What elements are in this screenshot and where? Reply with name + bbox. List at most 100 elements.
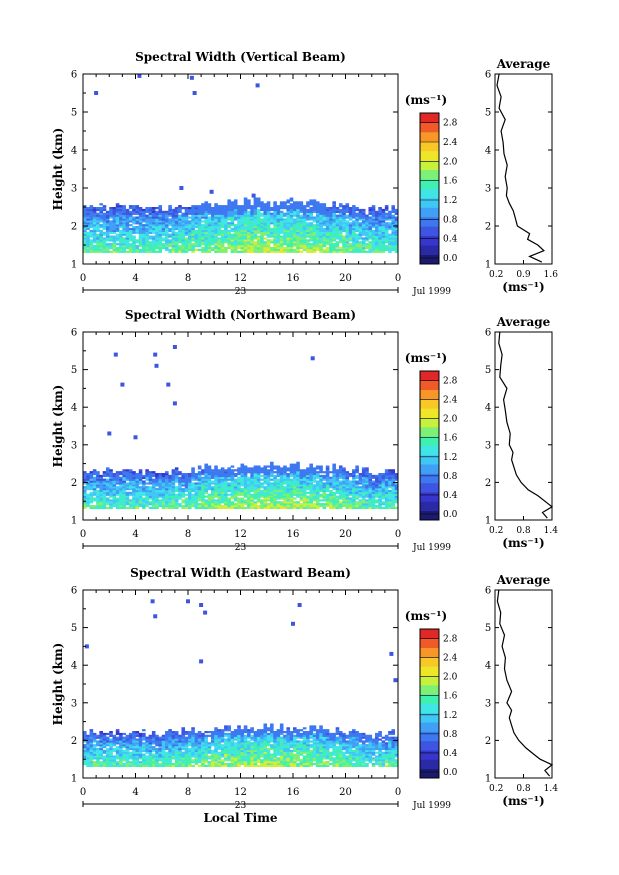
heatmap-cell — [115, 220, 120, 223]
heatmap-cell — [214, 467, 218, 470]
heatmap-cell — [135, 759, 140, 762]
heatmap-cell — [283, 214, 287, 217]
colorbar-swatch — [420, 207, 439, 218]
heatmap-cell — [115, 212, 120, 215]
heatmap-cell — [266, 476, 271, 479]
heatmap-cell — [388, 501, 392, 504]
heatmap-cell — [283, 480, 287, 483]
heatmap-cell — [302, 224, 307, 227]
heatmap-cell — [132, 732, 136, 736]
heatmap-cell — [243, 203, 248, 206]
heatmap-cell — [319, 486, 323, 489]
heatmap-cell — [247, 201, 251, 204]
heatmap-cell — [338, 227, 343, 231]
heatmap-cell — [165, 478, 169, 481]
heatmap-cell — [335, 471, 340, 474]
heatmap-cell — [151, 229, 156, 232]
heatmap-cell — [253, 503, 258, 506]
heatmap-cell — [105, 226, 110, 229]
heatmap-cell — [233, 231, 238, 234]
heatmap-cell — [332, 218, 336, 221]
heatmap-cell — [296, 250, 300, 253]
heatmap-cell — [161, 753, 166, 756]
heatmap-cell — [102, 231, 107, 234]
heatmap-cell — [128, 205, 133, 208]
heatmap-cell — [197, 227, 202, 231]
heatmap-cell — [168, 241, 172, 244]
heatmap-cell — [279, 495, 284, 498]
heatmap-cell — [115, 226, 120, 229]
heatmap-cell — [217, 478, 222, 481]
heatmap-cell — [115, 224, 120, 227]
heatmap-cell — [155, 749, 159, 752]
heatmap-cell — [210, 503, 215, 506]
heatmap-cell — [237, 222, 241, 225]
heatmap-cell — [296, 504, 300, 508]
heatmap-cell — [368, 224, 373, 227]
heatmap-cell — [171, 237, 176, 240]
heatmap-cell — [352, 471, 356, 474]
heatmap-cell — [138, 751, 143, 754]
heatmap-cell — [142, 241, 146, 244]
heatmap-cell — [109, 749, 113, 752]
heatmap-cell — [270, 218, 274, 221]
heatmap-cell — [171, 742, 176, 745]
y-tick-label: 3 — [71, 184, 77, 195]
heatmap-cell — [289, 473, 294, 476]
heatmap-cell — [105, 243, 110, 246]
heatmap-cell — [315, 506, 320, 510]
heatmap-cell — [286, 478, 291, 481]
heatmap-cell — [224, 210, 228, 213]
heatmap-cell — [256, 471, 261, 474]
heatmap-cell — [279, 207, 284, 210]
heatmap-cell — [184, 488, 189, 491]
heatmap-cell — [279, 214, 284, 217]
heatmap-cell — [299, 489, 304, 493]
heatmap-cell — [348, 504, 353, 508]
heatmap-cell — [342, 245, 346, 248]
heatmap-cell — [112, 482, 117, 485]
heatmap-cell — [99, 740, 103, 743]
heatmap-cell — [188, 473, 192, 476]
heatmap-cell — [188, 482, 192, 485]
heatmap-cell — [86, 220, 90, 223]
heatmap-cell — [151, 216, 156, 219]
heatmap-cell — [220, 231, 225, 234]
heatmap-cell — [151, 482, 156, 485]
heatmap-cell — [217, 216, 222, 219]
heatmap-cell — [132, 759, 136, 762]
heatmap-cell — [151, 746, 156, 749]
avg-y-tick-label: 4 — [485, 146, 491, 157]
heatmap-cell — [174, 504, 179, 508]
heatmap-cell — [279, 473, 284, 476]
heatmap-cell — [338, 503, 343, 506]
heatmap-cell — [342, 222, 346, 225]
heatmap-cell — [168, 214, 172, 217]
heatmap-cell — [109, 753, 113, 756]
heatmap-cell — [388, 497, 392, 500]
heatmap-cell — [115, 214, 120, 217]
heatmap-cell — [174, 734, 179, 737]
heatmap-cell — [122, 216, 126, 219]
heatmap-cell — [132, 751, 136, 754]
heatmap-cell — [105, 478, 110, 481]
heatmap-cell — [361, 484, 366, 487]
heatmap-cell — [286, 239, 291, 242]
heatmap-cell — [391, 480, 396, 483]
heatmap-cell — [119, 740, 123, 743]
heatmap-cell — [342, 229, 346, 232]
heatmap-cell — [109, 229, 113, 232]
heatmap-cell — [210, 501, 215, 504]
heatmap-cell — [296, 493, 300, 496]
heatmap-cell — [391, 474, 396, 478]
heatmap-cell — [148, 224, 153, 227]
heatmap-cell — [142, 504, 146, 508]
heatmap-cell — [276, 229, 281, 232]
heatmap-cell — [83, 214, 87, 217]
heatmap-cell — [210, 239, 215, 242]
heatmap-cell — [338, 506, 343, 510]
heatmap-cell — [388, 214, 392, 217]
heatmap-cell — [165, 755, 169, 758]
heatmap-cell — [115, 740, 120, 743]
